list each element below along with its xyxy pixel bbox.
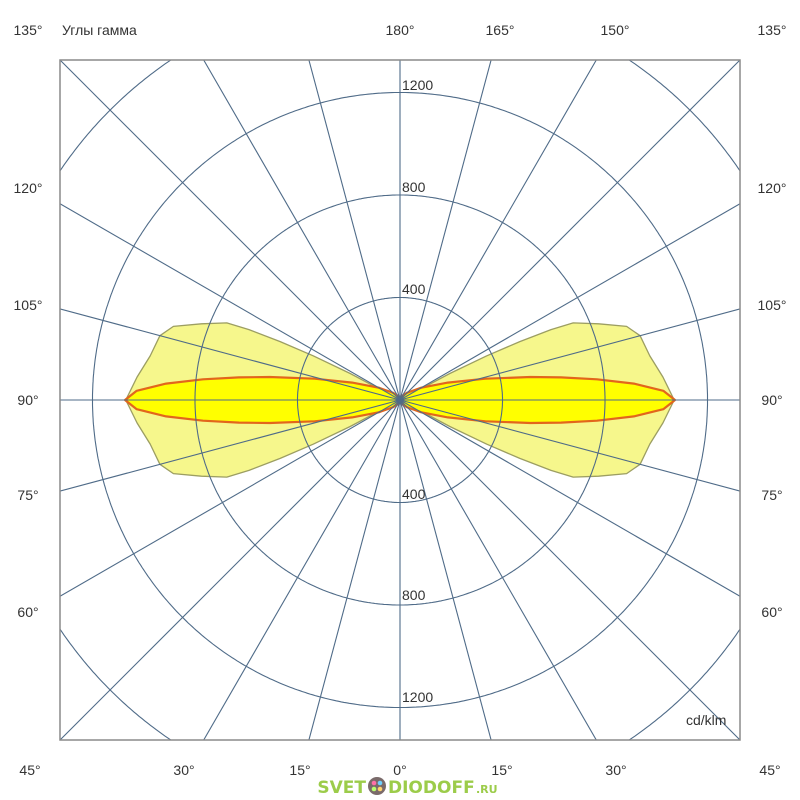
grid-radial-line xyxy=(308,60,401,401)
grid-radial-line xyxy=(60,203,401,401)
grid-radial-line xyxy=(399,60,492,401)
angle-label-left: 75° xyxy=(17,487,38,503)
grid-radial-line xyxy=(399,399,740,740)
svetodiodoff-logo: SVET DIODOFF .RU xyxy=(317,777,498,798)
grid-radial-line xyxy=(203,60,401,401)
angle-label-bottom: 30° xyxy=(173,762,194,778)
grid-radial-line xyxy=(399,60,597,401)
grid-radial-line xyxy=(60,60,401,401)
grid-radial-line xyxy=(399,399,492,740)
radial-tick-label: 400 xyxy=(402,486,426,502)
radial-tick-label: 1200 xyxy=(402,689,433,705)
logo-suffix: .RU xyxy=(476,783,498,796)
angle-label-top: 135° xyxy=(14,22,43,38)
grid-radial-line xyxy=(308,399,401,740)
grid-radial-line xyxy=(60,399,401,740)
grid-radial-line xyxy=(399,308,740,401)
angle-label-right: 60° xyxy=(761,604,782,620)
angle-label-left: 120° xyxy=(14,180,43,196)
angle-label-bottom: 45° xyxy=(19,762,40,778)
radial-tick-label: 1200 xyxy=(402,77,433,93)
angle-label-bottom: 30° xyxy=(605,762,626,778)
angle-label-top: 150° xyxy=(601,22,630,38)
angle-label-right: 120° xyxy=(758,180,787,196)
grid-radial-line xyxy=(399,399,740,492)
unit-label: cd/klm xyxy=(686,712,726,728)
logo-text-left: SVET xyxy=(317,778,366,798)
grid-radial-line xyxy=(399,203,740,401)
angle-label-right: 105° xyxy=(758,297,787,313)
grid-radial-line xyxy=(60,308,401,401)
grid-radial-line xyxy=(399,60,740,401)
grid-radial-line xyxy=(399,399,597,740)
angle-label-top: 135° xyxy=(758,22,787,38)
radial-tick-label: 800 xyxy=(402,587,426,603)
angle-label-right: 90° xyxy=(761,392,782,408)
angle-label-left: 105° xyxy=(14,297,43,313)
radial-tick-label: 400 xyxy=(402,281,426,297)
grid-radial-line xyxy=(203,399,401,740)
angle-label-bottom: 15° xyxy=(491,762,512,778)
radial-tick-label: 800 xyxy=(402,179,426,195)
angle-label-left: 90° xyxy=(17,392,38,408)
grid-radial-line xyxy=(399,399,740,597)
angle-label-bottom: 45° xyxy=(759,762,780,778)
angle-label-right: 75° xyxy=(761,487,782,503)
angle-label-bottom: 15° xyxy=(289,762,310,778)
grid-radial-line xyxy=(60,399,401,492)
angle-label-top: 165° xyxy=(486,22,515,38)
angle-label-left: 60° xyxy=(17,604,38,620)
chart-title: Углы гамма xyxy=(62,22,137,38)
angle-label-bottom: 0° xyxy=(393,762,406,778)
angle-label-top: 180° xyxy=(386,22,415,38)
plot-frame xyxy=(59,59,741,741)
logo-text-right: DIODOFF xyxy=(388,778,475,798)
logo-dot-icon xyxy=(368,777,386,795)
grid-radial-line xyxy=(60,399,401,597)
polar-grid xyxy=(60,60,740,740)
